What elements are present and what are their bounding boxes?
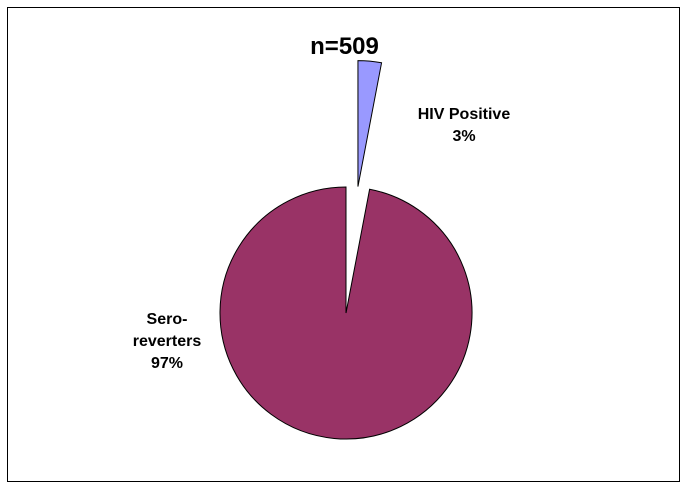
slice-label-sero-reverters-line1: Sero- [146, 311, 188, 328]
chart-title: n=509 [310, 33, 379, 60]
slice-label-sero-reverters: Sero- reverters 97% [112, 309, 222, 375]
slice-label-sero-reverters-line3: 97% [150, 355, 184, 372]
slice-label-sero-reverters-line2: reverters [132, 333, 202, 350]
slice-label-hiv-positive-line1: HIV Positive [417, 106, 511, 123]
pie-slice-sero-reverters [219, 186, 473, 440]
pie-slice-hiv-positive [357, 60, 383, 187]
slice-label-hiv-positive-line2: 3% [452, 128, 476, 145]
slice-label-hiv-positive: HIV Positive 3% [388, 104, 540, 148]
